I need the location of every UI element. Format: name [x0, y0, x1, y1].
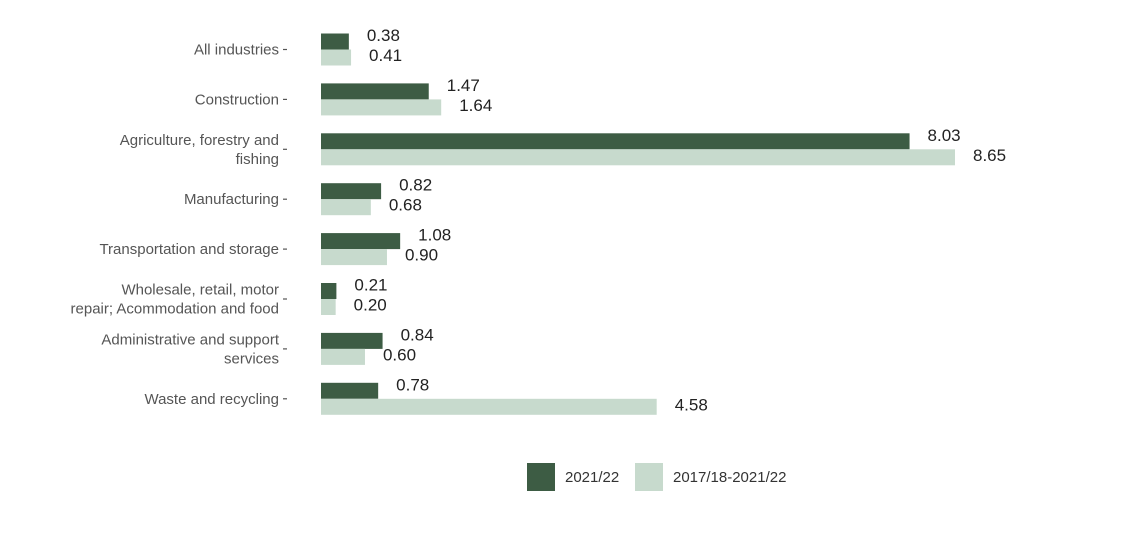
data-label: 0.68	[389, 196, 422, 215]
category-label: fishing	[236, 151, 279, 168]
data-label: 4.58	[675, 395, 708, 414]
bar-series-1	[321, 83, 429, 100]
category-label: All industries	[194, 42, 279, 59]
bar-series-1	[321, 233, 401, 250]
legend-label: 2021/22	[565, 469, 619, 486]
bar-series-2	[321, 49, 352, 66]
data-label: 1.47	[447, 76, 480, 95]
legend-swatch	[527, 463, 555, 491]
bar-series-1	[321, 133, 910, 150]
legend: 2021/22 2017/18-2021/22	[527, 463, 786, 491]
bar-series-2	[321, 348, 365, 365]
category-label: Manufacturing	[184, 191, 279, 208]
category-label: Agriculture, forestry and	[120, 132, 279, 149]
legend-swatch	[635, 463, 663, 491]
bar-series-2	[321, 398, 657, 415]
category-axis: All industries Construction Agriculture, f…	[71, 42, 287, 408]
bar-series-2	[321, 249, 387, 266]
bar-series-1	[321, 183, 382, 200]
data-label: 0.20	[354, 295, 387, 314]
category-label: repair; Acommodation and food	[71, 301, 279, 318]
category-label: Waste and recycling	[144, 391, 279, 408]
bars-layer	[321, 33, 955, 415]
bar-series-1	[321, 332, 383, 349]
bar-series-2	[321, 199, 371, 216]
category-label: Administrative and support	[101, 331, 279, 348]
bar-series-1	[321, 283, 337, 299]
data-label: 0.41	[369, 46, 402, 65]
bar-series-1	[321, 33, 349, 50]
bar-series-2	[321, 99, 442, 116]
category-label: services	[224, 350, 279, 367]
bar-series-2	[321, 299, 336, 315]
data-labels-layer: 0.380.41 1.471.64 8.03 8.65 0.820.68 1.080.90…	[354, 26, 1006, 414]
data-label: 0.60	[383, 345, 416, 364]
data-label: 0.82	[399, 176, 432, 195]
category-label: Construction	[195, 91, 279, 108]
data-label: 1.64	[459, 96, 492, 115]
category-label: Transportation and storage	[99, 241, 279, 258]
data-label: 0.90	[405, 246, 438, 265]
data-label: 8.65	[973, 146, 1006, 165]
category-label: Wholesale, retail, motor	[121, 282, 279, 299]
legend-label: 2017/18-2021/22	[673, 469, 786, 486]
data-label: 1.08	[418, 226, 451, 245]
data-label: 0.78	[396, 375, 429, 394]
data-label: 8.03	[928, 126, 961, 145]
data-label: 0.84	[401, 325, 434, 344]
data-label: 0.38	[367, 26, 400, 45]
bar-series-1	[321, 382, 379, 399]
bar-series-2	[321, 149, 955, 166]
data-label: 0.21	[354, 275, 387, 294]
